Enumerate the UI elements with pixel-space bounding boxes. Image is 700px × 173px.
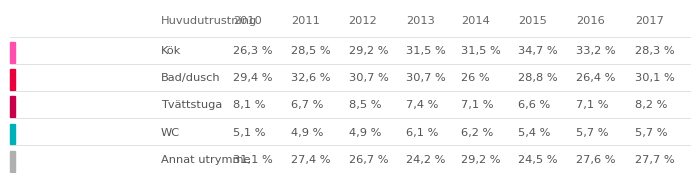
- Text: 8,1 %: 8,1 %: [233, 101, 266, 110]
- Text: 31,5 %: 31,5 %: [461, 46, 501, 56]
- Text: 24,5 %: 24,5 %: [518, 155, 558, 165]
- Text: 6,1 %: 6,1 %: [406, 128, 439, 138]
- Text: 29,2 %: 29,2 %: [349, 46, 388, 56]
- Text: Huvudutrustning: Huvudutrustning: [161, 16, 258, 26]
- Text: 2017: 2017: [635, 16, 664, 26]
- Text: 31,1 %: 31,1 %: [233, 155, 273, 165]
- Text: 24,2 %: 24,2 %: [406, 155, 446, 165]
- FancyBboxPatch shape: [10, 69, 15, 90]
- Text: 26,7 %: 26,7 %: [349, 155, 388, 165]
- Text: 5,7 %: 5,7 %: [576, 128, 609, 138]
- Text: 7,4 %: 7,4 %: [406, 101, 439, 110]
- Text: 27,7 %: 27,7 %: [635, 155, 674, 165]
- Text: 6,6 %: 6,6 %: [518, 101, 550, 110]
- Text: 30,7 %: 30,7 %: [349, 73, 389, 83]
- Text: 28,3 %: 28,3 %: [635, 46, 674, 56]
- Text: 28,8 %: 28,8 %: [518, 73, 558, 83]
- Text: 27,4 %: 27,4 %: [291, 155, 330, 165]
- Text: 29,2 %: 29,2 %: [461, 155, 500, 165]
- Text: Kök: Kök: [161, 46, 181, 56]
- Text: 34,7 %: 34,7 %: [518, 46, 558, 56]
- Text: 5,7 %: 5,7 %: [635, 128, 667, 138]
- FancyBboxPatch shape: [10, 42, 15, 63]
- Text: 4,9 %: 4,9 %: [291, 128, 323, 138]
- Text: 2011: 2011: [291, 16, 320, 26]
- Text: 4,9 %: 4,9 %: [349, 128, 381, 138]
- Text: 27,6 %: 27,6 %: [576, 155, 616, 165]
- Text: Tvättstuga: Tvättstuga: [161, 101, 223, 110]
- Text: 2015: 2015: [518, 16, 547, 26]
- Text: 26,4 %: 26,4 %: [576, 73, 616, 83]
- Text: Annat utrymme: Annat utrymme: [161, 155, 251, 165]
- Text: 6,2 %: 6,2 %: [461, 128, 493, 138]
- FancyBboxPatch shape: [10, 96, 15, 117]
- Text: 7,1 %: 7,1 %: [461, 101, 493, 110]
- Text: 30,7 %: 30,7 %: [406, 73, 446, 83]
- Text: 26 %: 26 %: [461, 73, 490, 83]
- Text: 30,1 %: 30,1 %: [635, 73, 675, 83]
- Text: 2016: 2016: [576, 16, 605, 26]
- FancyBboxPatch shape: [10, 151, 15, 172]
- Text: 8,2 %: 8,2 %: [635, 101, 667, 110]
- Text: 2014: 2014: [461, 16, 490, 26]
- Text: 33,2 %: 33,2 %: [576, 46, 616, 56]
- Text: 7,1 %: 7,1 %: [576, 101, 609, 110]
- Text: Bad/dusch: Bad/dusch: [161, 73, 220, 83]
- Text: 31,5 %: 31,5 %: [406, 46, 446, 56]
- Text: 28,5 %: 28,5 %: [291, 46, 330, 56]
- Text: 5,4 %: 5,4 %: [518, 128, 550, 138]
- Text: 2013: 2013: [406, 16, 435, 26]
- Text: 5,1 %: 5,1 %: [233, 128, 266, 138]
- Text: 6,7 %: 6,7 %: [291, 101, 323, 110]
- Text: 29,4 %: 29,4 %: [233, 73, 273, 83]
- Text: 32,6 %: 32,6 %: [291, 73, 330, 83]
- FancyBboxPatch shape: [10, 124, 15, 144]
- Text: 2010: 2010: [233, 16, 262, 26]
- Text: 2012: 2012: [349, 16, 377, 26]
- Text: 26,3 %: 26,3 %: [233, 46, 273, 56]
- Text: WC: WC: [161, 128, 180, 138]
- Text: 8,5 %: 8,5 %: [349, 101, 381, 110]
